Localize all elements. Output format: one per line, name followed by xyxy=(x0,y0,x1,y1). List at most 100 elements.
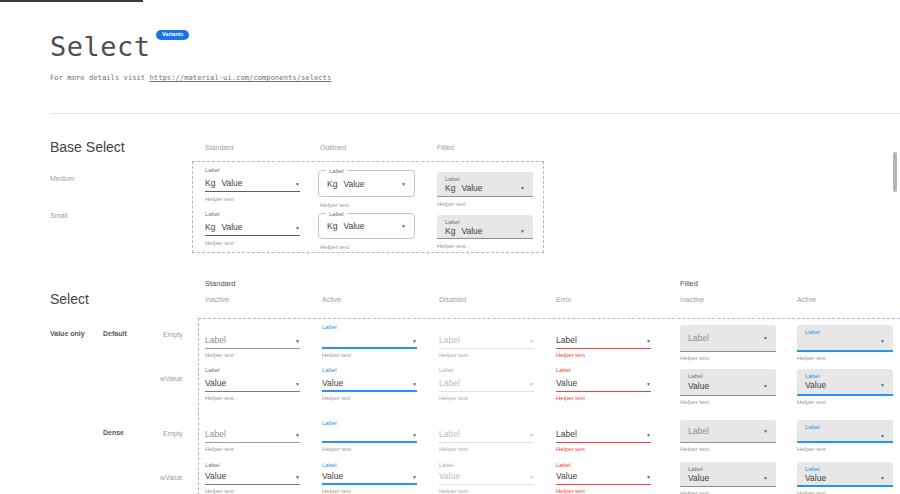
select-value: Value xyxy=(805,473,826,484)
select-underline xyxy=(205,442,300,443)
chevron-down-icon: ▼ xyxy=(763,426,768,437)
select-standard-error-wvalue[interactable]: Label Value▼ Helper text xyxy=(556,366,651,401)
chevron-down-icon: ▼ xyxy=(529,379,534,389)
select-filled-active-wvalue-dense[interactable]: Label Value ▼ Helper text xyxy=(797,462,893,494)
chevron-down-icon: ▼ xyxy=(646,336,651,346)
chevron-down-icon: ▼ xyxy=(880,431,885,442)
select-label: Label xyxy=(326,167,347,175)
select-standard-error-wvalue-dense[interactable]: Label Value▼ Helper text xyxy=(556,461,651,494)
helper-text: Helper text xyxy=(205,196,300,202)
select-filled-active-wvalue[interactable]: Label Value ▼ Helper text xyxy=(797,369,893,405)
select-label: Label xyxy=(445,175,525,183)
chevron-down-icon: ▼ xyxy=(880,380,885,391)
chevron-down-icon: ▼ xyxy=(520,226,525,237)
select-standard-active-empty-dense[interactable]: Label ▼ Helper text xyxy=(322,419,417,452)
select-label: Label xyxy=(805,465,885,473)
helper-text: Helper text xyxy=(437,243,533,249)
select-label: Label xyxy=(439,461,534,469)
select-standard-error-empty-dense[interactable]: Label▼ Helper text xyxy=(556,419,651,452)
select-filled-inactive-empty[interactable]: Label▼ Helper text xyxy=(680,325,776,361)
filled-field: Label ▼ xyxy=(797,420,893,443)
select-filled-inactive-wvalue[interactable]: Label Value▼ Helper text xyxy=(680,369,776,405)
column-header-filled-active: Active xyxy=(797,296,816,303)
helper-text: Helper text xyxy=(205,352,300,358)
base-select-standard-medium[interactable]: Label KgValue▼ Helper text xyxy=(205,166,300,202)
chevron-down-icon: ▼ xyxy=(412,430,417,440)
outlined-field: Label KgValue▼ xyxy=(318,170,415,197)
helper-text: Helper text xyxy=(680,446,776,452)
select-value: Value xyxy=(343,221,364,231)
chevron-down-icon: ▼ xyxy=(880,336,885,347)
select-value: Label xyxy=(439,377,460,389)
select-standard-active-wvalue-dense[interactable]: Label Value▼ Helper text xyxy=(322,461,417,494)
filled-field: Label Value▼ xyxy=(680,369,776,396)
select-standard-active-wvalue[interactable]: Label Value▼ Helper text xyxy=(322,366,417,401)
select-standard-inactive-empty-dense[interactable]: Label▼ Helper text xyxy=(205,419,300,452)
select-underline xyxy=(205,484,300,485)
select-value: Value xyxy=(805,380,826,391)
select-underline xyxy=(322,347,417,349)
filled-field: Label Value▼ xyxy=(680,462,776,487)
select-label: Label xyxy=(322,366,417,375)
select-label: Label xyxy=(688,372,768,380)
chevron-down-icon: ▼ xyxy=(295,379,300,389)
select-value: Value xyxy=(221,221,242,233)
base-select-outlined-medium[interactable]: Label KgValue▼ Helper text xyxy=(318,170,415,208)
column-header-disabled: Disabled xyxy=(439,296,466,303)
base-select-standard-small[interactable]: Label KgValue▼ Helper text xyxy=(205,210,300,246)
select-underline xyxy=(322,441,417,443)
filled-field: Label KgValue▼ xyxy=(437,172,533,197)
chevron-down-icon: ▼ xyxy=(880,473,885,484)
filled-field: Label KgValue▼ xyxy=(437,215,533,239)
helper-text: Helper text xyxy=(680,399,776,405)
helper-text: Helper text xyxy=(797,399,893,405)
helper-text: Helper text xyxy=(439,488,534,494)
helper-text: Helper text xyxy=(680,490,776,494)
select-label: Label xyxy=(205,366,300,375)
subtitle: For more details visit https://material-… xyxy=(50,73,331,82)
chevron-down-icon: ▼ xyxy=(529,472,534,482)
column-header-filled-inactive: Inactive xyxy=(680,296,704,303)
page-title: Select xyxy=(50,31,151,62)
column-header-error: Error xyxy=(556,296,572,303)
select-label: Label xyxy=(556,366,651,375)
select-label: Label xyxy=(322,419,417,427)
row-header-medium: Medium xyxy=(50,175,75,182)
select-filled-active-empty-dense[interactable]: Label ▼ Helper text xyxy=(797,420,893,452)
helper-text: Helper text xyxy=(797,446,893,452)
select-label: Label xyxy=(445,218,525,226)
chevron-down-icon: ▼ xyxy=(529,336,534,346)
helper-text: Helper text xyxy=(322,352,417,358)
select-filled-inactive-wvalue-dense[interactable]: Label Value▼ Helper text xyxy=(680,462,776,494)
row-header-default: Default xyxy=(103,330,127,337)
select-placeholder: Label xyxy=(688,426,709,437)
select-standard-error-empty[interactable]: Label▼ Helper text xyxy=(556,323,651,358)
select-standard-inactive-empty[interactable]: Label▼ Helper text xyxy=(205,323,300,358)
base-select-filled-small[interactable]: Label KgValue▼ Helper text xyxy=(437,215,533,249)
select-heading: Select xyxy=(50,291,89,307)
select-placeholder: Label xyxy=(556,428,577,440)
filled-field: Label ▼ xyxy=(797,325,893,352)
helper-text: Helper text xyxy=(797,490,893,494)
base-select-heading: Base Select xyxy=(50,139,125,155)
select-label: Label xyxy=(805,372,885,380)
select-underline xyxy=(205,191,300,192)
filled-field: Label Value ▼ xyxy=(797,369,893,396)
material-ui-link[interactable]: https://material-ui.com/components/selec… xyxy=(150,73,332,82)
select-standard-inactive-wvalue[interactable]: Label Value▼ Helper text xyxy=(205,366,300,401)
filled-field: Label ▼ xyxy=(680,420,776,443)
select-label-slot xyxy=(439,419,534,427)
select-filled-active-empty[interactable]: Label ▼ Helper text xyxy=(797,325,893,361)
vertical-scrollbar[interactable] xyxy=(893,152,897,192)
base-select-filled-medium[interactable]: Label KgValue▼ Helper text xyxy=(437,172,533,207)
chevron-down-icon: ▼ xyxy=(295,336,300,346)
select-filled-inactive-empty-dense[interactable]: Label ▼ Helper text xyxy=(680,420,776,452)
column-header-outlined: Outlined xyxy=(320,144,346,151)
select-standard-active-empty[interactable]: Label ▼ Helper text xyxy=(322,323,417,358)
helper-text: Helper text xyxy=(205,488,300,494)
select-standard-inactive-wvalue-dense[interactable]: Label Value▼ Helper text xyxy=(205,461,300,494)
base-select-outlined-small[interactable]: Label KgValue▼ Helper text xyxy=(318,213,415,250)
row-header-empty: Empty xyxy=(163,430,183,437)
adornment: Kg xyxy=(205,177,215,189)
chevron-down-icon: ▼ xyxy=(646,379,651,389)
